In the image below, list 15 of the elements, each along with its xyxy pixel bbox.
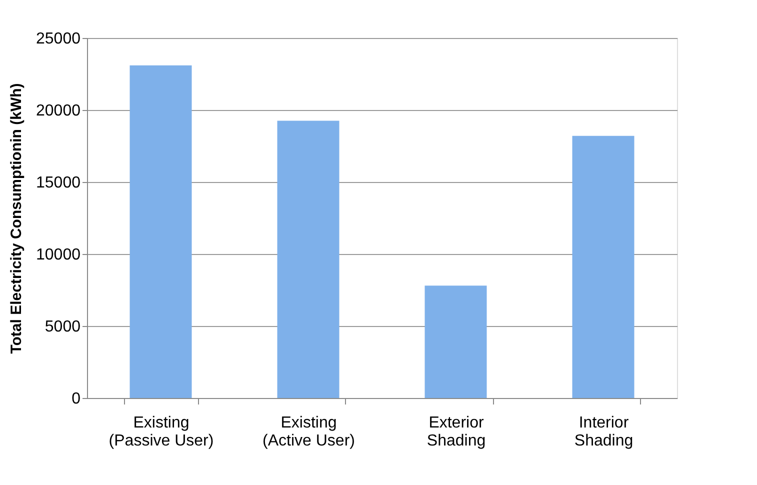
bar (277, 120, 340, 398)
y-tick-label: 25000 (36, 30, 81, 48)
y-tick-label: 5000 (44, 318, 81, 336)
x-tick-label: Existing (Active User) (262, 414, 355, 450)
bar (130, 65, 192, 398)
y-tick-label: 15000 (36, 174, 81, 192)
y-tick-label: 10000 (36, 246, 81, 264)
y-tick-label: 0 (72, 390, 81, 408)
x-tick-label: Interior Shading (574, 414, 634, 450)
bar (572, 136, 634, 398)
y-tick-label: 20000 (36, 102, 81, 120)
y-axis-title: Total Electricity Consumptionin (kWh) (8, 83, 26, 354)
x-tick-label: Exterior Shading (426, 414, 486, 450)
bar (424, 286, 487, 398)
x-tick-label: Existing (Passive User) (108, 414, 214, 450)
